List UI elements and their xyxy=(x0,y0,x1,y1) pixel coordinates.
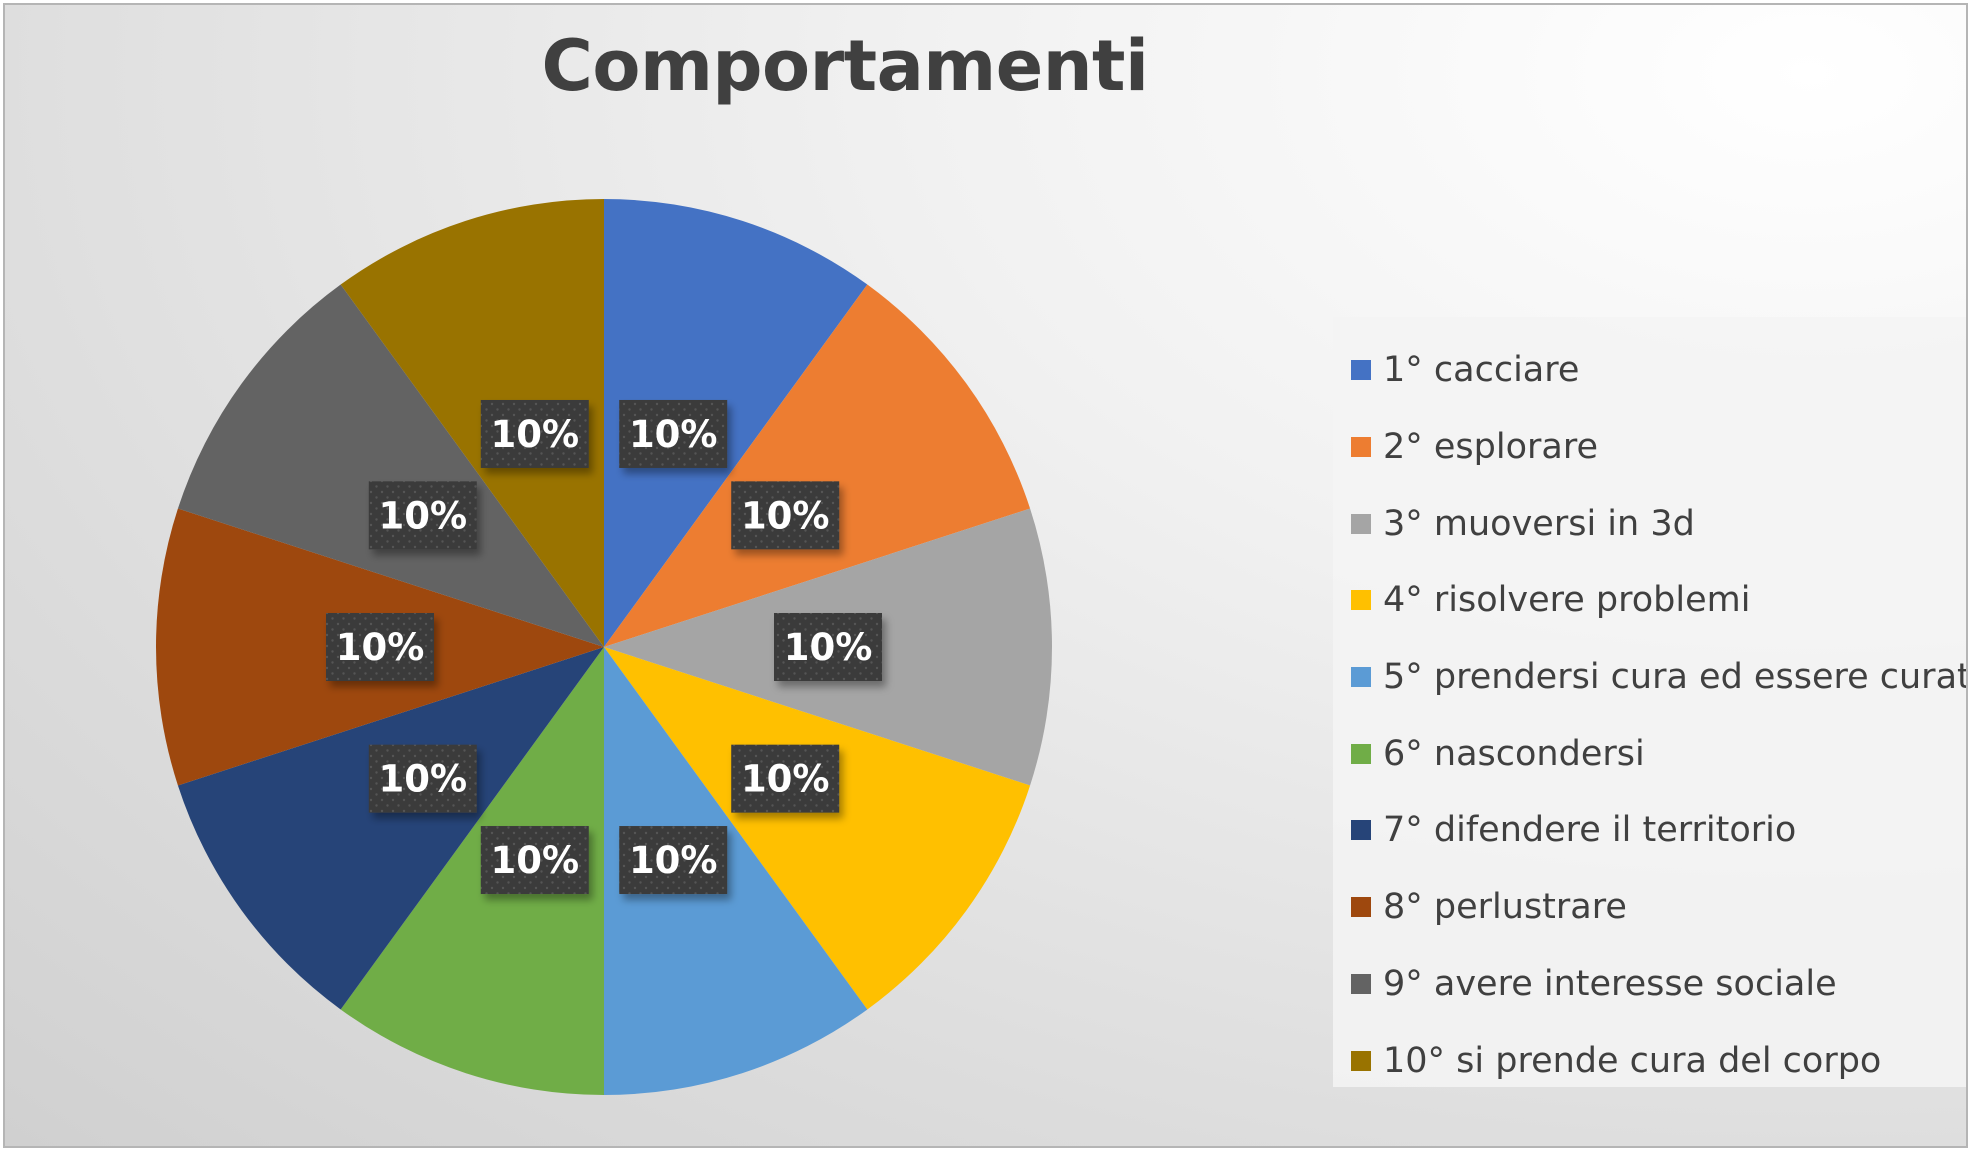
legend-item: 9° avere interesse sociale xyxy=(1333,946,1966,1023)
legend-item: 4° risolvere problemi xyxy=(1333,562,1966,639)
pie-slice xyxy=(604,647,868,1095)
pie-slice xyxy=(604,199,868,647)
data-label-box xyxy=(619,399,728,468)
data-label-text: 10% xyxy=(378,494,467,537)
legend-item: 6° nascondersi xyxy=(1333,715,1966,792)
legend-swatch xyxy=(1351,1050,1371,1071)
legend-label: 4° risolvere problemi xyxy=(1383,580,1751,621)
data-label-box xyxy=(619,826,728,895)
legend-swatch xyxy=(1351,437,1371,458)
data-label: 10% xyxy=(368,744,477,813)
legend-item: 3° muoversi in 3d xyxy=(1333,485,1966,562)
data-label-text: 10% xyxy=(629,413,718,456)
legend-item: 7° difendere il territorio xyxy=(1333,792,1966,869)
data-label: 10% xyxy=(731,744,840,813)
data-label-box xyxy=(774,613,882,681)
data-label-box xyxy=(368,481,477,550)
legend-swatch xyxy=(1351,360,1371,381)
data-label-text: 10% xyxy=(741,758,830,801)
data-label-text: 10% xyxy=(784,626,873,669)
data-label-box xyxy=(480,399,589,468)
legend-label: 7° difendere il territorio xyxy=(1383,810,1797,851)
legend: 1° cacciare 2° esplorare 3° muoversi in 3d… xyxy=(1333,317,1968,1087)
data-label-text: 10% xyxy=(336,626,425,669)
legend-label: 10° si prende cura del corpo xyxy=(1383,1040,1882,1081)
legend-item: 5° prendersi cura ed essere curato xyxy=(1333,639,1968,716)
data-label-box xyxy=(731,744,840,813)
pie-slice xyxy=(177,284,604,647)
legend-swatch xyxy=(1351,743,1371,764)
legend-item: 2° esplorare xyxy=(1333,409,1966,486)
data-label-text: 10% xyxy=(378,758,467,801)
legend-swatch xyxy=(1351,667,1371,688)
legend-label: 2° esplorare xyxy=(1383,427,1599,468)
legend-swatch xyxy=(1351,590,1371,611)
pie-slice xyxy=(604,284,1031,647)
data-label: 10% xyxy=(368,481,477,550)
pie-slice xyxy=(604,647,1031,1010)
data-label-text: 10% xyxy=(741,494,830,537)
data-label-box xyxy=(480,826,589,895)
data-label-box xyxy=(731,481,840,550)
chart-area: Comportamenti 10% 10% 10% 10% 10% 10% 10% 10% 10… xyxy=(3,3,1968,1148)
data-label: 10% xyxy=(619,826,728,895)
legend-label: 5° prendersi cura ed essere curato xyxy=(1383,657,1968,698)
legend-label: 6° nascondersi xyxy=(1383,733,1645,774)
legend-label: 1° cacciare xyxy=(1383,350,1580,391)
legend-label: 9° avere interesse sociale xyxy=(1383,963,1837,1004)
data-label: 10% xyxy=(480,826,589,895)
chart-title: Comportamenti xyxy=(541,25,1149,107)
data-label: 10% xyxy=(480,399,589,468)
data-label-box xyxy=(326,613,434,681)
legend-item: 8° perlustrare xyxy=(1333,869,1966,946)
data-label-box xyxy=(368,744,477,813)
data-label: 10% xyxy=(619,399,728,468)
pie-slice xyxy=(340,647,604,1095)
data-label: 10% xyxy=(731,481,840,550)
data-label: 10% xyxy=(774,613,882,681)
pie-chart: 10% 10% 10% 10% 10% 10% 10% 10% 10% 10% xyxy=(156,199,1053,1095)
pie-slice xyxy=(340,199,604,647)
pie-slice xyxy=(177,647,604,1010)
data-label-text: 10% xyxy=(490,413,579,456)
data-label-text: 10% xyxy=(490,839,579,882)
data-label: 10% xyxy=(326,613,434,681)
legend-label: 3° muoversi in 3d xyxy=(1383,503,1695,544)
legend-label: 8° perlustrare xyxy=(1383,887,1627,928)
legend-swatch xyxy=(1351,513,1371,534)
legend-swatch xyxy=(1351,973,1371,994)
legend-item: 1° cacciare xyxy=(1333,332,1966,409)
data-label-text: 10% xyxy=(629,839,718,882)
legend-swatch xyxy=(1351,897,1371,918)
legend-item: 10° si prende cura del corpo xyxy=(1333,1022,1966,1099)
legend-swatch xyxy=(1351,820,1371,841)
